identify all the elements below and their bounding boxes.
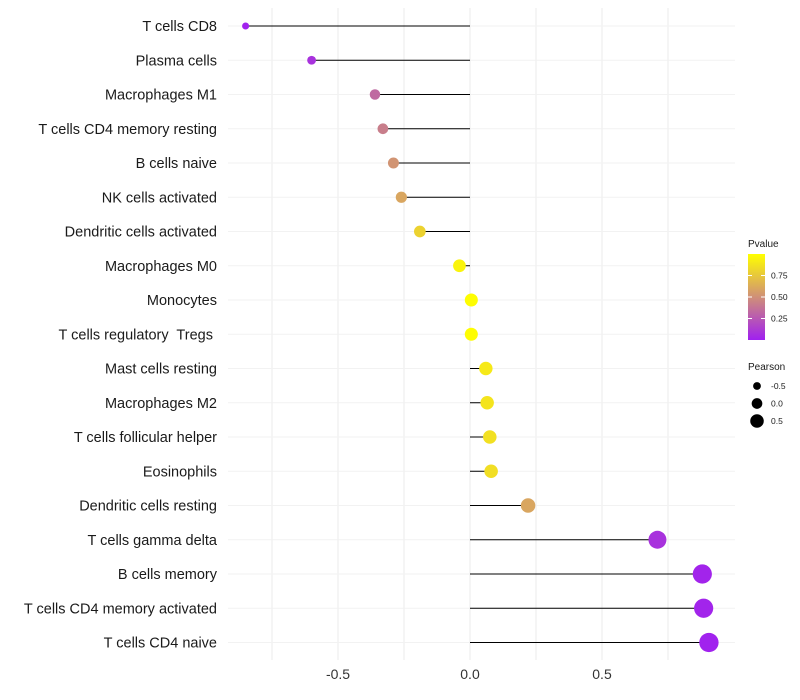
y-axis-label: Dendritic cells activated — [65, 225, 217, 241]
dot — [377, 123, 389, 135]
pvalue-tick-label: 0.25 — [771, 314, 788, 324]
pearson-legend-dot — [750, 414, 764, 428]
dot — [484, 464, 498, 479]
y-axis-label: Plasma cells — [136, 53, 217, 69]
dot — [483, 430, 497, 444]
y-axis-label: Dendritic cells resting — [79, 499, 217, 515]
y-axis-label: T cells regulatory Tregs — [59, 327, 218, 343]
y-axis-labels: T cells CD8 Plasma cells Macrophages M1 T c… — [24, 19, 218, 652]
dot — [480, 396, 494, 410]
pvalue-legend-ticks: 0.25 0.50 0.75 — [748, 271, 788, 324]
pearson-legend: Pearson -0.5 0.0 0.5 — [748, 362, 786, 428]
y-axis-label: T cells CD4 memory resting — [38, 122, 217, 138]
y-axis-label: Macrophages M1 — [105, 88, 217, 104]
dot — [414, 225, 426, 238]
pearson-legend-dot — [751, 398, 763, 409]
x-tick-label: 0.0 — [460, 666, 480, 682]
y-axis-label: Eosinophils — [143, 464, 217, 480]
dot — [694, 598, 714, 618]
dot — [387, 157, 399, 169]
pvalue-legend-title: Pvalue — [748, 239, 779, 250]
pvalue-tick-label: 0.50 — [771, 292, 788, 302]
dot — [395, 191, 407, 203]
x-tick-label: 0.5 — [592, 666, 612, 682]
pearson-legend-items: -0.5 0.0 0.5 — [750, 381, 786, 428]
y-axis-label: Mast cells resting — [105, 362, 217, 378]
dots — [242, 22, 719, 653]
y-axis-label: T cells gamma delta — [88, 533, 218, 549]
y-axis-label: Monocytes — [147, 293, 217, 309]
y-axis-label: T cells CD4 naive — [104, 636, 217, 652]
dot — [479, 361, 493, 376]
grid-lines — [228, 8, 735, 660]
dot — [648, 530, 667, 549]
x-tick-label: -0.5 — [326, 666, 350, 682]
y-axis-label: NK cells activated — [102, 190, 217, 206]
dot — [242, 22, 250, 30]
dot — [692, 564, 712, 584]
y-axis-label: T cells follicular helper — [74, 430, 217, 446]
x-axis-tick-labels: -0.5 0.0 0.5 — [326, 666, 612, 682]
pearson-legend-title: Pearson — [748, 362, 785, 373]
pvalue-colorbar — [748, 254, 765, 340]
y-axis-label: B cells memory — [118, 567, 218, 583]
y-axis-label: T cells CD8 — [142, 19, 217, 35]
dot — [307, 55, 316, 65]
pearson-legend-label: 0.5 — [771, 416, 783, 426]
dot — [369, 89, 381, 100]
y-axis-label: Macrophages M2 — [105, 396, 217, 412]
pvalue-tick-label: 0.75 — [771, 271, 788, 281]
pearson-legend-dot — [753, 382, 761, 390]
y-axis-label: Macrophages M0 — [105, 259, 217, 275]
dot — [453, 259, 466, 273]
pearson-legend-label: 0.0 — [771, 399, 783, 409]
y-axis-label: B cells naive — [136, 156, 217, 172]
dot — [464, 293, 478, 307]
dot — [699, 632, 719, 653]
dot — [520, 498, 536, 513]
dot — [464, 327, 478, 341]
pvalue-legend: Pvalue 0.25 0.50 0.75 — [748, 239, 788, 340]
y-axis-label: T cells CD4 memory activated — [24, 601, 217, 617]
pearson-legend-label: -0.5 — [771, 381, 786, 391]
